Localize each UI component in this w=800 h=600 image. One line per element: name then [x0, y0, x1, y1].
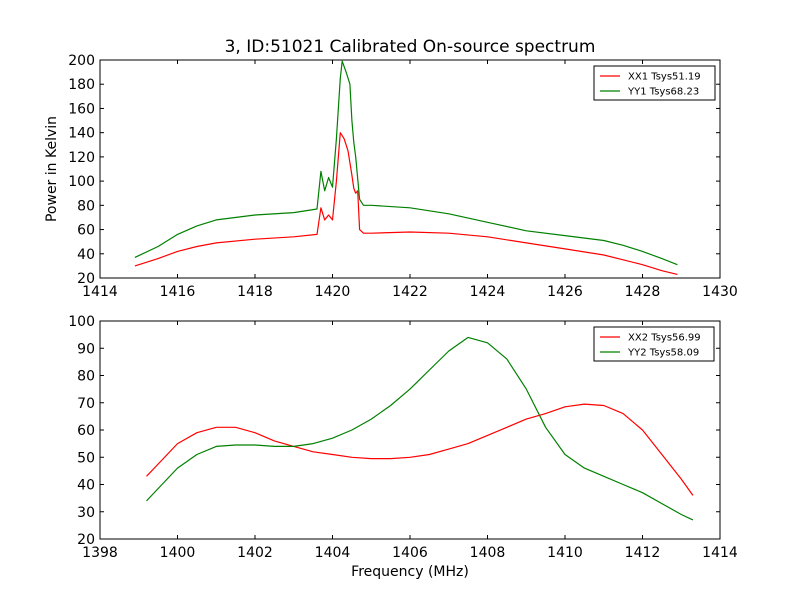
x-tick-label: 1414 [82, 284, 118, 300]
y-tick-label: 50 [77, 450, 95, 466]
legend-box [593, 65, 716, 101]
x-tick-label: 1422 [392, 284, 428, 300]
series-line-xx2-tsys56-99 [146, 403, 694, 496]
x-tick-label: 1408 [470, 545, 506, 561]
y-tick-label: 90 [77, 341, 95, 357]
x-tick-label: 1418 [237, 284, 273, 300]
x-tick-label: 1428 [625, 284, 661, 300]
y-axis-label: Power in Kelvin [44, 116, 60, 222]
legend-entry: XX1 Tsys51.19 [628, 72, 701, 83]
y-tick-label: 140 [68, 126, 95, 142]
y-tick-label: 80 [77, 369, 95, 385]
y-tick-label: 100 [68, 314, 95, 330]
y-tick-label: 160 [68, 101, 95, 117]
y-tick-label: 30 [77, 505, 95, 521]
chart-title: 3, ID:51021 Calibrated On-source spectru… [225, 37, 596, 57]
x-tick-label: 1430 [702, 284, 738, 300]
series-line-xx1-tsys51-19 [134, 132, 678, 275]
top-plot: 1414 1416 1418 1420 1422 1424 1426 1428 1430 20 40… [44, 37, 738, 300]
y-tick-label: 70 [77, 396, 95, 412]
y-tick-label: 20 [77, 532, 95, 548]
x-tick-label: 1426 [547, 284, 583, 300]
legend-entry: YY2 Tsys58.09 [627, 348, 699, 359]
x-tick-label: 1412 [625, 545, 661, 561]
y-tick-label: 60 [77, 223, 95, 239]
x-tick-label: 1400 [160, 545, 196, 561]
bottom-plot: 1398 1400 1402 1404 1406 1408 1410 1412 1414 20 30… [68, 314, 738, 580]
y-tick-label: 100 [68, 174, 95, 190]
x-tick-label: 1420 [315, 284, 351, 300]
series-line-yy1-tsys68-23 [134, 60, 678, 266]
legend-box [593, 326, 715, 362]
legend-entry: XX2 Tsys56.99 [628, 333, 701, 344]
x-tick-label: 1406 [392, 545, 428, 561]
legend-entry: YY1 Tsys68.23 [627, 87, 699, 98]
x-tick-label: 1424 [470, 284, 506, 300]
x-tick-label: 1398 [82, 545, 118, 561]
series-line-yy2-tsys58-09 [146, 336, 694, 521]
x-tick-label: 1404 [315, 545, 351, 561]
y-tick-label: 60 [77, 423, 95, 439]
y-tick-label: 20 [77, 271, 95, 287]
y-tick-label: 200 [68, 53, 95, 69]
y-tick-label: 40 [77, 247, 95, 263]
x-tick-label: 1414 [702, 545, 738, 561]
x-tick-label: 1402 [237, 545, 273, 561]
x-tick-label: 1416 [160, 284, 196, 300]
x-tick-label: 1410 [547, 545, 583, 561]
x-axis-label: Frequency (MHz) [351, 564, 469, 580]
y-tick-label: 180 [68, 77, 95, 93]
y-tick-label: 120 [68, 150, 95, 166]
y-tick-label: 80 [77, 198, 95, 214]
y-tick-label: 40 [77, 478, 95, 494]
